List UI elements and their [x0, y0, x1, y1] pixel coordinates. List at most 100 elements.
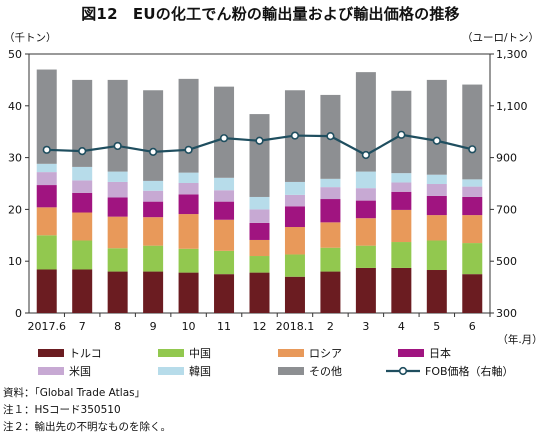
bar-segment [426, 195, 447, 216]
bar-segment [462, 215, 483, 244]
left-axis-tick-label: 0 [15, 307, 22, 320]
right-axis-tick-label: 1,300 [496, 48, 528, 61]
legend-label-6: 韓国 [189, 365, 211, 378]
legend-line-marker [398, 366, 408, 376]
legend-label-4: 日本 [429, 346, 451, 360]
bar-segment [36, 235, 57, 270]
bar-segment [214, 274, 235, 313]
bar-segment [462, 84, 483, 180]
bar-segment [391, 242, 412, 268]
bar-segment [355, 267, 376, 313]
right-axis-tick-label: 900 [496, 152, 517, 165]
bar-segment [178, 272, 199, 313]
bar-segment [143, 217, 164, 246]
bar-segment [107, 171, 128, 182]
chart-title: 図12 EUの化工でん粉の輸出量および輸出価格の推移 [81, 5, 460, 23]
fob-price-point [361, 150, 370, 160]
bar-segment [249, 196, 270, 210]
x-axis-tick-label: 2 [327, 320, 334, 333]
bar-segment [214, 190, 235, 202]
bar-segment [249, 256, 270, 273]
bar-segment [320, 178, 341, 188]
bar-segment [178, 78, 199, 173]
bar-segment [72, 180, 93, 193]
bar-segment [143, 245, 164, 272]
x-axis-tick-label: 10 [182, 320, 196, 333]
bar-segment [391, 209, 412, 243]
bar-segment [426, 184, 447, 196]
bar-segment [214, 177, 235, 191]
x-axis-tick-label: 2017.6 [27, 320, 66, 333]
bar-segment [214, 219, 235, 251]
legend-label-2: 中国 [189, 347, 211, 360]
bar-segment [107, 181, 128, 198]
bar-segment [426, 174, 447, 185]
bar-segment [36, 269, 57, 313]
right-axis-tick-label: 1,100 [496, 100, 528, 113]
x-axis-tick-label: 5 [433, 320, 440, 333]
bar-segment [320, 222, 341, 248]
bar-segment [178, 248, 199, 273]
bar-segment [426, 215, 447, 241]
bar-segment [143, 201, 164, 218]
fob-price-point [113, 141, 122, 151]
bar-segment [284, 194, 305, 207]
bar-segment [72, 166, 93, 181]
source-note: 資料：「Global Trade Atlas」 [3, 387, 146, 399]
x-axis-tick-label: 6 [469, 320, 476, 333]
bar-segment [178, 214, 199, 249]
bar-segment [355, 171, 376, 189]
legend-swatch-1 [38, 349, 64, 357]
x-axis-tick-label: 11 [217, 320, 231, 333]
bar-segment [320, 199, 341, 223]
fob-price-point [290, 131, 300, 140]
bar-segment [249, 114, 270, 197]
bar-segment [462, 179, 483, 187]
legend-label-3: ロシア [309, 347, 342, 360]
bar-segment [355, 188, 376, 201]
bar-segment [143, 90, 164, 181]
legend-swatch-2 [158, 349, 184, 357]
bar-segment [284, 276, 305, 313]
fob-price-point [397, 130, 406, 139]
left-axis-tick-label: 30 [8, 152, 22, 165]
legend-swatch-3 [278, 349, 304, 357]
legend-line-label: FOB価格（右軸） [425, 364, 514, 378]
x-axis-unit: （年.月） [497, 333, 541, 346]
bar-segment [249, 239, 270, 257]
x-axis-tick-label: 4 [398, 320, 405, 333]
bar-segment [391, 267, 412, 313]
x-axis-tick-label: 12 [253, 320, 267, 333]
bar-segment [462, 274, 483, 313]
bar-segment [107, 197, 128, 217]
bar-segment [178, 182, 199, 195]
bar-segment [284, 206, 305, 228]
bar-segment [36, 185, 57, 208]
bar-segment [143, 271, 164, 313]
fob-price-point [468, 145, 477, 154]
bar-segment [178, 172, 199, 183]
bar-segment [462, 186, 483, 197]
bar-segment [284, 254, 305, 277]
fob-price-point [42, 145, 51, 154]
bar-segment [72, 192, 93, 213]
right-axis-tick-label: 300 [496, 307, 517, 320]
bar-segment [391, 182, 412, 192]
fob-price-point [149, 147, 158, 157]
fob-price-point [326, 132, 335, 141]
bar-segment [462, 243, 483, 275]
bar-segment [214, 250, 235, 275]
x-axis-tick-label: 2018.1 [276, 320, 315, 333]
bar-segment [36, 207, 57, 236]
x-axis-tick-label: 7 [79, 320, 86, 333]
bar-segment [214, 86, 235, 178]
note-1: 注１：HSコード350510 [3, 404, 121, 416]
legend-swatch-6 [158, 367, 184, 375]
bar-segment [36, 172, 57, 186]
fob-price-point [255, 136, 264, 145]
right-axis-tick-label: 500 [496, 255, 517, 268]
bar-segment [462, 196, 483, 216]
notes: 資料：「Global Trade Atlas」 注１：HSコード350510 注… [3, 385, 171, 436]
bar-segment [426, 240, 447, 271]
bar-segment [143, 180, 164, 191]
